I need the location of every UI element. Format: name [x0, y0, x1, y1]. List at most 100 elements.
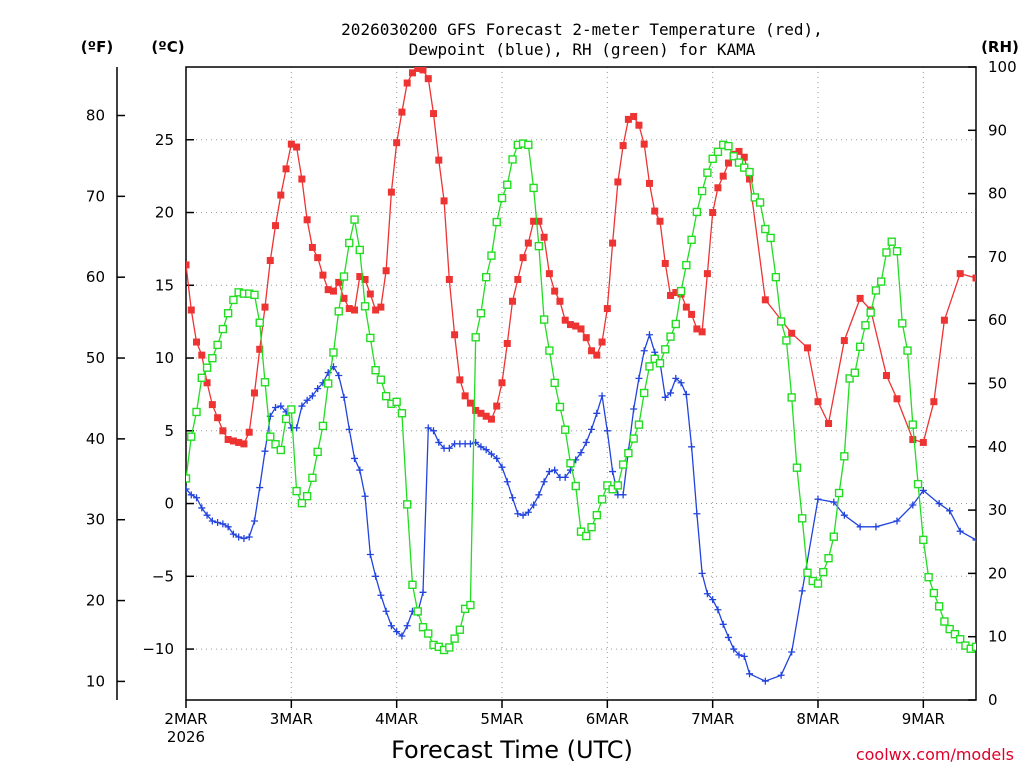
dewpoint-point: [856, 523, 864, 531]
temperature-point: [630, 112, 638, 120]
temperature-point: [308, 243, 316, 251]
rh-point: [397, 409, 407, 418]
temperature-point: [724, 159, 732, 167]
rh-point: [529, 183, 538, 193]
fahrenheit-tick-label: 40: [86, 430, 105, 448]
fahrenheit-tick-label: 80: [86, 107, 105, 125]
celsius-tick-label: −5: [152, 567, 174, 585]
temperature-point: [582, 334, 590, 342]
temperature-point: [667, 291, 675, 299]
dewpoint-point: [561, 473, 569, 481]
rh-point: [318, 421, 328, 431]
dewpoint-point: [466, 440, 474, 448]
dewpoint-point: [893, 517, 901, 525]
rh-point: [866, 308, 875, 317]
rh-point: [834, 488, 844, 498]
rh-point: [913, 479, 923, 489]
rh-point: [934, 602, 944, 611]
dewpoint-point: [424, 424, 432, 432]
rh-point: [292, 486, 301, 496]
temperature-point: [624, 115, 632, 123]
temperature-point: [224, 436, 232, 444]
dewpoint-point: [193, 494, 201, 502]
rh-point: [550, 378, 559, 388]
rh-point: [187, 432, 196, 441]
dewpoint-point: [672, 374, 680, 382]
dewpoint-point: [503, 478, 511, 486]
rh-point: [587, 522, 596, 532]
rh-point: [956, 635, 965, 644]
rh-tick-label: 30: [988, 501, 1007, 519]
dewpoint-point: [651, 348, 659, 356]
rh-point: [697, 186, 707, 196]
rh-point: [555, 402, 565, 412]
rh-point: [471, 333, 480, 342]
dewpoint-point: [603, 427, 611, 435]
temperature-point: [293, 143, 301, 151]
rh-point: [476, 309, 486, 318]
dewpoint-point: [214, 518, 222, 526]
temperature-point: [372, 306, 380, 314]
temperature-point: [603, 305, 611, 313]
dewpoint-point: [588, 425, 596, 433]
rh-point: [260, 378, 270, 387]
fahrenheit-tick-label: 10: [86, 672, 105, 690]
temperature-point: [688, 310, 696, 318]
rh-point: [424, 629, 433, 638]
rh-point: [819, 567, 828, 577]
temperature-point: [588, 347, 596, 355]
dewpoint-point: [777, 671, 785, 679]
rh-point: [561, 425, 570, 434]
rh-series: [186, 139, 1022, 655]
temperature-point: [408, 69, 416, 77]
rh-point: [724, 141, 733, 151]
rh-point: [524, 140, 533, 150]
dewpoint-point: [946, 507, 954, 515]
dewpoint-point: [419, 588, 427, 596]
rh-point: [978, 636, 985, 643]
rh-point: [792, 463, 802, 472]
rh-point: [360, 302, 370, 311]
dewpoint-point: [619, 491, 627, 499]
rh-point: [750, 193, 759, 202]
dewpoint-point: [830, 498, 838, 506]
temperature-point: [698, 328, 706, 336]
temperature-point: [314, 254, 322, 262]
rh-point: [892, 247, 902, 256]
rh-point: [592, 510, 601, 520]
dewpoint-point: [335, 371, 343, 379]
rh-point: [824, 554, 833, 563]
rh-point: [192, 407, 201, 417]
rh-point: [829, 532, 838, 541]
dewpoint-point: [366, 550, 374, 558]
rh-point: [1009, 580, 1016, 587]
temperature-point: [693, 325, 701, 333]
temperature-point: [972, 274, 976, 282]
temperature-point: [703, 270, 711, 278]
rh-point: [197, 373, 207, 383]
rh-point: [250, 290, 259, 300]
rh-point: [576, 527, 586, 536]
dewpoint-point: [340, 393, 348, 401]
dewpoint-point: [703, 590, 711, 598]
temperature-point: [335, 278, 343, 286]
temperature-point: [577, 325, 585, 333]
rh-point: [418, 623, 428, 632]
temperature-point: [298, 175, 306, 183]
rh-point: [740, 163, 749, 172]
temperature-point: [1015, 385, 1022, 392]
x-tick-sublabel: 2026: [167, 728, 205, 746]
x-tick-label: 3MAR: [270, 710, 313, 728]
rh-point: [1015, 555, 1022, 562]
temperature-point: [635, 121, 643, 129]
rh-point: [903, 346, 912, 355]
dewpoint-point: [250, 517, 258, 525]
rh-point: [503, 180, 512, 189]
rh-point: [850, 368, 860, 377]
dewpoint-point: [535, 491, 543, 499]
rh-point: [755, 198, 765, 207]
rh-point: [945, 624, 954, 634]
temperature-point: [545, 270, 553, 278]
rh-point: [940, 617, 949, 626]
axes: [116, 66, 977, 708]
